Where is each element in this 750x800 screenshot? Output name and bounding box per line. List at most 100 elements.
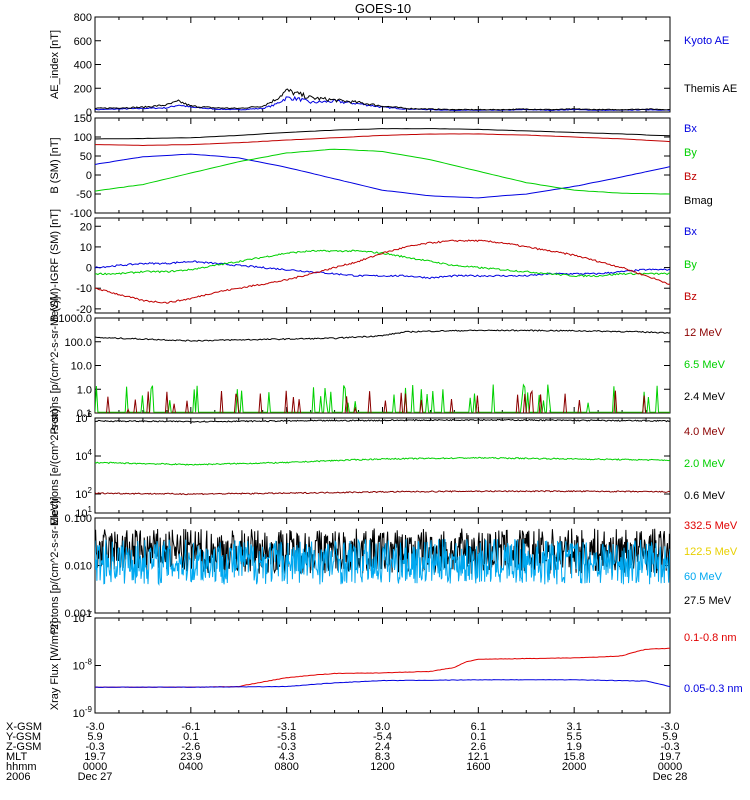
y-tick-label: 0 — [86, 107, 92, 119]
series-line-themis-ae — [95, 88, 670, 111]
series-line-6-5-mev — [95, 383, 670, 413]
plot-area — [95, 88, 670, 112]
ephemeris-value: 15.8 — [563, 751, 584, 763]
series-line-by — [95, 249, 670, 278]
ephemeris-value: 5.5 — [567, 731, 582, 743]
legend-entry: Bz — [684, 291, 697, 303]
ephemeris-value: 1.9 — [567, 741, 582, 753]
y-tick-label: 100 — [74, 132, 92, 144]
ephemeris-row-label: 2006 — [6, 771, 30, 783]
ephemeris-value: 0800 — [274, 761, 298, 773]
ephemeris-value: 0.1 — [183, 731, 198, 743]
panel-3: 20 10 0 -10 -20 B (SM)-IGRF (SM) [nT] Bx By Bz — [49, 209, 697, 322]
y-axis-label: B (SM) [nT] — [49, 137, 61, 193]
legend-entry: 0.6 MeV — [684, 490, 726, 502]
ephemeris-value: 5.9 — [662, 731, 677, 743]
ephemeris-value: 0000 — [658, 761, 682, 773]
y-tick-label: -50 — [76, 189, 92, 201]
ephemeris-value: 5.9 — [87, 731, 102, 743]
ephemeris-value: -0.3 — [277, 741, 296, 753]
y-tick-exponent: 6 — [88, 410, 93, 419]
panel-frame — [94, 317, 671, 414]
legend-entry: Bmag — [684, 195, 713, 207]
y-tick-label: 800 — [74, 12, 92, 24]
panel-frame — [94, 617, 671, 714]
ephemeris-value: 2000 — [562, 761, 586, 773]
series-line-4-0-mev — [95, 490, 670, 496]
y-axis-label: Xray Flux [W/m^2] — [49, 621, 61, 711]
ephemeris-row-label: Y-GSM — [6, 731, 41, 743]
legend-entry: 2.0 MeV — [684, 458, 726, 470]
y-tick-exponent: 4 — [88, 448, 93, 457]
panel-frame — [94, 417, 671, 514]
y-tick-label: 600 — [74, 36, 92, 48]
ephemeris-value: Dec 28 — [653, 771, 688, 783]
y-tick-exponent: -8 — [85, 658, 93, 667]
series-line-2-4-mev — [95, 329, 670, 342]
y-tick-exponent: 1 — [88, 505, 93, 514]
y-tick-label: 400 — [74, 60, 92, 72]
y-tick-label: 0 — [86, 170, 92, 182]
series-line-bz — [95, 133, 670, 147]
legend-entry: 4.0 MeV — [684, 426, 726, 438]
series-line-60-mev — [95, 538, 670, 586]
y-tick-label: 104 — [75, 448, 92, 463]
plot-area — [95, 528, 670, 586]
legend-entry: Themis AE — [684, 83, 737, 95]
ephemeris-value: 3.1 — [567, 721, 582, 733]
series-line-27-5-mev — [95, 528, 670, 575]
y-tick-label: -100 — [70, 208, 92, 220]
ephemeris-row-label: X-GSM — [6, 721, 42, 733]
series-line-2-0-mev — [95, 456, 670, 466]
y-tick-exponent: 2 — [88, 486, 93, 495]
legend-entry: Bz — [684, 171, 697, 183]
series-line-0-05-0-3-nm — [95, 679, 670, 688]
ephemeris-value: -5.4 — [373, 731, 392, 743]
y-tick-label: 106 — [75, 410, 92, 425]
y-axis-label: Protons [p/(cm^2-s-sr-MeV)] — [49, 497, 61, 635]
ephemeris-row-label: hhmm — [6, 761, 37, 773]
y-tick-label: 102 — [75, 486, 92, 501]
y-tick-label: 1000.0 — [58, 313, 92, 325]
y-tick-label: 0.1 — [77, 408, 92, 420]
y-tick-label: -20 — [76, 304, 92, 316]
y-axis-label: Electrons [e/(cm^2-s-sr)] — [49, 406, 61, 525]
plot-area — [95, 418, 670, 496]
legend-entry: 2.4 MeV — [684, 391, 726, 403]
series-line-bx — [95, 153, 670, 199]
legend-entry: By — [684, 147, 697, 159]
y-tick-exponent: -7 — [85, 610, 93, 619]
panel-frame — [94, 217, 671, 314]
ephemeris-value: 1600 — [466, 761, 490, 773]
legend-entry: 122.5 MeV — [684, 546, 738, 558]
ephemeris-value: 0400 — [179, 761, 203, 773]
ephemeris-value: 4.3 — [279, 751, 294, 763]
y-tick-label: 10-9 — [73, 705, 93, 720]
panel-2: 150 100 50 0 -50 -100 B (SM) [nT] Bx By Bz Bmag — [49, 113, 713, 220]
ephemeris-value: 8.3 — [375, 751, 390, 763]
y-tick-label: 1.0 — [77, 384, 92, 396]
y-tick-label: 20 — [80, 221, 92, 233]
ephemeris-value: 0000 — [83, 761, 107, 773]
ephemeris-value: 6.1 — [471, 721, 486, 733]
legend-entry: By — [684, 259, 697, 271]
y-tick-label: 100.0 — [64, 337, 92, 349]
y-tick-label: 50 — [80, 151, 92, 163]
panel-1: 0 200 400 600 800 AE_index [nT] Kyoto AE Themis… — [49, 12, 737, 119]
series-line-bz — [95, 239, 670, 304]
legend-entry: 12 MeV — [684, 327, 723, 339]
ephemeris-value: -5.8 — [277, 731, 296, 743]
figure-title: GOES-10 — [355, 1, 411, 16]
series-line-bmag — [95, 128, 670, 140]
legend-entry: Kyoto AE — [684, 35, 729, 47]
y-tick-label: 10-7 — [73, 610, 93, 625]
ephemeris-value: -0.3 — [86, 741, 105, 753]
series-line-bx — [95, 260, 670, 280]
series-line-0-1-0-8-nm — [95, 647, 670, 688]
y-tick-label: 0.100 — [64, 513, 92, 525]
ephemeris-value: -6.1 — [181, 721, 200, 733]
legend-entry: 332.5 MeV — [684, 520, 738, 532]
panel-7: 10-9 10-8 10-7 Xray Flux [W/m^2] 0.1-0.8 nm 0… — [49, 610, 743, 720]
